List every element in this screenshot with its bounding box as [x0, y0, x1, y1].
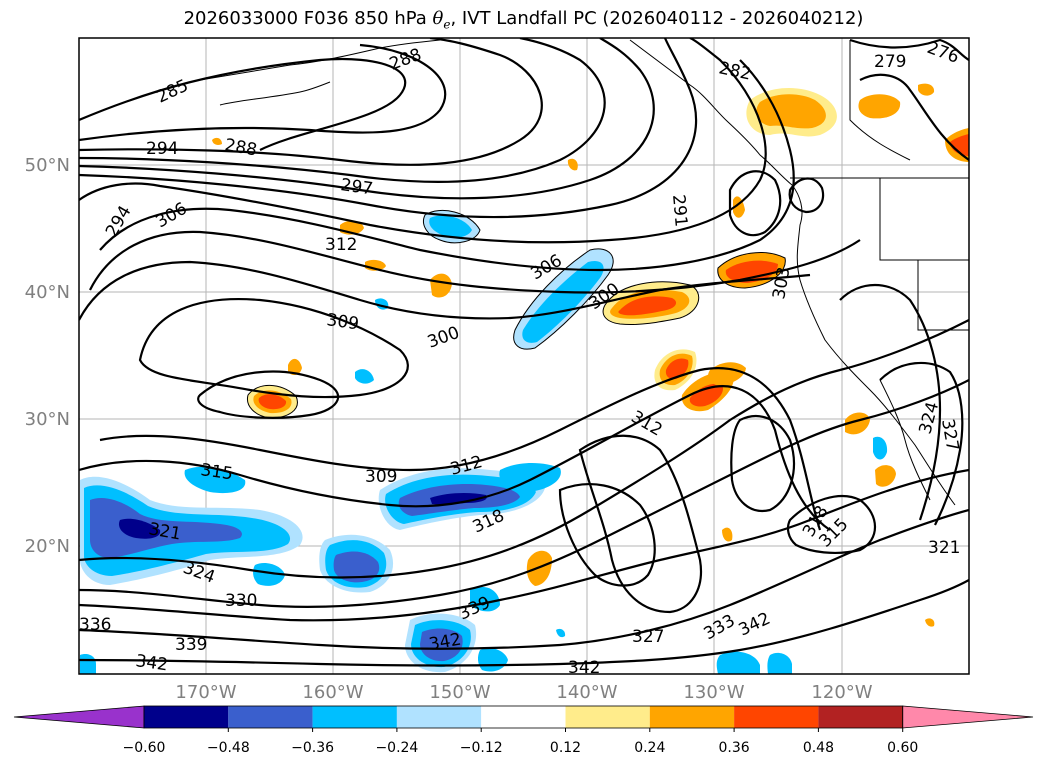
- map-area: [79, 38, 969, 674]
- colorbar-segment: [312, 706, 397, 728]
- contour-label: 291: [668, 194, 691, 228]
- colorbar-extend-high: [902, 705, 1034, 729]
- contour-label: 336: [79, 615, 111, 635]
- lon-label: 170°W: [175, 682, 236, 703]
- colorbar-tick-label: 0.12: [550, 740, 581, 756]
- colorbar-segment: [228, 706, 313, 728]
- contour-label: 309: [365, 467, 397, 487]
- ivt-contour-lines: [246, 209, 786, 419]
- lat-label: 20°N: [25, 536, 70, 557]
- contour-label: 342: [134, 651, 169, 675]
- lon-label: 140°W: [556, 682, 617, 703]
- lon-label: 120°W: [811, 682, 872, 703]
- lon-label: 160°W: [302, 682, 363, 703]
- colorbar-segment: [396, 706, 482, 728]
- colorbar-tick-label: 0.24: [634, 740, 665, 756]
- lon-label: 130°W: [683, 682, 744, 703]
- colorbar: −0.60 −0.48 −0.36 −0.24 −0.12 0.12 0.24 0.36 0.4…: [13, 705, 1034, 756]
- theta-e-contours: [79, 38, 969, 667]
- colorbar-border: [143, 705, 904, 729]
- colorbar-tick-label: −0.36: [291, 740, 334, 756]
- lat-label: 40°N: [25, 282, 70, 303]
- colorbar-segment: [565, 706, 650, 728]
- contour-label: 294: [146, 139, 178, 159]
- colorbar-segment: [481, 706, 566, 728]
- colorbar-tick-label: 0.36: [719, 740, 750, 756]
- contour-label: 330: [225, 591, 257, 611]
- coastlines: [199, 39, 969, 506]
- contour-label: 327: [632, 627, 664, 647]
- contour-label: 279: [874, 52, 906, 72]
- contour-label: 297: [339, 175, 374, 199]
- colorbar-tick-label: −0.48: [207, 740, 250, 756]
- map-frame: [78, 37, 970, 675]
- colorbar-segment: [144, 706, 229, 728]
- contour-label: 342: [568, 658, 600, 678]
- map-title: 2026033000 F036 850 hPa θe, IVT Landfall…: [183, 8, 864, 32]
- contour-label: 321: [928, 538, 960, 558]
- colorbar-extend-low: [13, 705, 145, 729]
- lat-label: 50°N: [25, 155, 70, 176]
- lon-label: 150°W: [429, 682, 490, 703]
- colorbar-tick-label: 0.60: [887, 740, 918, 756]
- ivt-negative-fill: [80, 210, 888, 674]
- colorbar-segment: [649, 706, 735, 728]
- colorbar-segment: [734, 706, 819, 728]
- latitude-labels: 50°N 40°N 30°N 20°N: [25, 155, 70, 557]
- contour-label: 339: [175, 635, 207, 655]
- colorbar-segment: [818, 706, 903, 728]
- contour-label: 315: [199, 460, 234, 484]
- colorbar-tick-label: −0.24: [375, 740, 418, 756]
- contour-label: 309: [325, 310, 360, 334]
- colorbar-tick-label: −0.12: [460, 740, 503, 756]
- colorbar-tick-label: −0.60: [123, 740, 166, 756]
- lat-label: 30°N: [25, 409, 70, 430]
- colorbar-tick-label: 0.48: [803, 740, 834, 756]
- longitude-labels: 170°W 160°W 150°W 140°W 130°W 120°W: [175, 682, 872, 703]
- contour-label: 312: [325, 235, 357, 255]
